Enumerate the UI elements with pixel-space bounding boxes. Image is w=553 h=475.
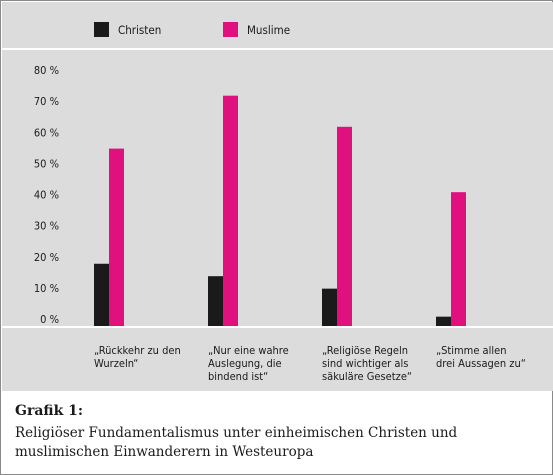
y-tick-label: 20 % <box>34 251 59 264</box>
legend-label-1: Muslime <box>247 23 290 37</box>
category-label-2: „Religiöse Regeln sind wichtiger als säkul… <box>322 344 412 383</box>
category-label-line: sind wichtiger als <box>322 357 408 370</box>
bar-christen-2 <box>322 288 337 326</box>
category-label-3: „Stimme allen drei Aussagen zu“ <box>436 344 526 370</box>
y-tick-label: 80 % <box>34 64 59 77</box>
bar-muslime-0 <box>109 148 124 326</box>
bar-chart: Christen Muslime 0 % 10 % 20 % 30 % 40 % 50 % 60… <box>2 22 553 383</box>
y-tick-label: 60 % <box>34 126 59 139</box>
legend-swatch-1 <box>223 22 238 37</box>
caption-line-1: Religiöser Fundamentalismus unter einhei… <box>15 425 458 441</box>
category-label-line: „Nur eine wahre <box>208 344 289 357</box>
legend-label-0: Christen <box>118 23 161 37</box>
category-label-line: drei Aussagen zu“ <box>436 357 526 370</box>
category-label-line: „Stimme allen <box>436 344 506 357</box>
category-label-line: „Rückkehr zu den <box>94 344 181 357</box>
category-label-1: „Nur eine wahre Auslegung, die bindend ist… <box>208 344 289 383</box>
bar-christen-0 <box>94 263 109 326</box>
category-label-line: Auslegung, die <box>208 357 282 370</box>
y-tick-label: 30 % <box>34 220 59 233</box>
legend-divider <box>2 48 553 50</box>
y-tick-label: 10 % <box>34 282 59 295</box>
y-tick-label: 40 % <box>34 189 59 202</box>
y-tick-label: 50 % <box>34 157 59 170</box>
category-label-line: „Religiöse Regeln <box>322 344 408 357</box>
baseline-divider <box>2 326 553 328</box>
y-tick-label: 0 % <box>40 313 59 326</box>
category-label-line: säkuläre Gesetze“ <box>322 370 412 383</box>
category-label-0: „Rückkehr zu den Wurzeln“ <box>94 344 181 370</box>
bar-muslime-3 <box>451 192 466 326</box>
caption-line-2: muslimischen Einwanderern in Westeuropa <box>15 444 314 460</box>
category-label-line: Wurzeln“ <box>94 357 138 370</box>
category-label-line: bindend ist“ <box>208 370 268 383</box>
bar-christen-1 <box>208 276 223 326</box>
bar-christen-3 <box>436 316 451 326</box>
y-tick-label: 70 % <box>34 95 59 108</box>
caption-heading: Grafik 1: <box>15 403 84 419</box>
bar-muslime-1 <box>223 95 238 326</box>
plot-area: Christen Muslime 0 % 10 % 20 % 30 % 40 % 50 % 60… <box>2 2 553 391</box>
bar-muslime-2 <box>337 126 352 326</box>
legend-swatch-0 <box>94 22 109 37</box>
